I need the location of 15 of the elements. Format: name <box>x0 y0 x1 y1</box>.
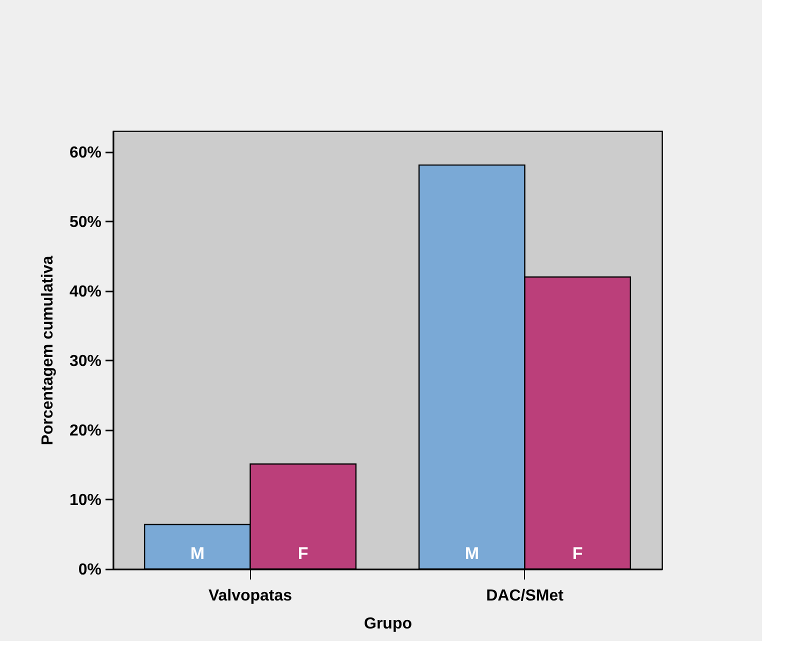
y-tick-label: 20% <box>69 422 102 440</box>
x-axis-title: Grupo <box>364 616 412 632</box>
x-tick-label: Valvopatas <box>208 588 292 604</box>
y-tick-label: 0% <box>78 562 102 578</box>
text: M <box>464 544 479 563</box>
y-tick-label: 60% <box>69 144 102 162</box>
y-tick-label: 10% <box>69 492 102 509</box>
series-label: F <box>298 544 308 563</box>
x-tick-label: DAC/SMet <box>486 588 564 604</box>
y-tick-label: 30% <box>69 352 102 370</box>
series-label: M <box>190 544 204 563</box>
text: F <box>572 544 583 563</box>
y-tick-label: 50% <box>69 214 102 231</box>
y-tick-label: 40% <box>69 283 102 300</box>
y-axis-title: Porcentagem cumulativa <box>39 256 56 446</box>
